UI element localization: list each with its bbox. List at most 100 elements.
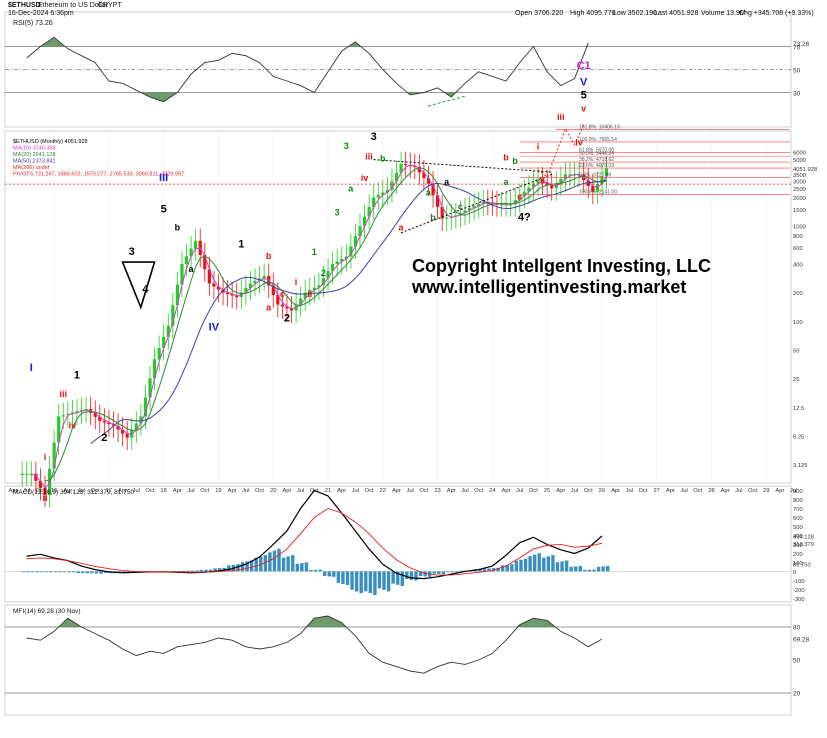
candle-body [285,306,289,309]
candle-body [317,285,321,288]
date-axis-label: Apr [392,488,401,494]
macd-histogram-bar [359,571,363,594]
macd-axis-label: 81.750 [793,563,811,569]
candle-body [372,197,376,208]
macd-histogram-bar [213,568,217,572]
mfi-line [26,615,603,674]
candle-body [586,180,590,186]
wave-label: a [504,177,510,187]
candle-body [563,174,568,180]
date-axis-label: Oct [474,488,483,494]
candle-body [522,191,526,196]
macd-histogram-bar [332,571,336,577]
macd-histogram-bar [67,571,71,573]
candle-body [79,410,84,412]
candle-body [125,433,129,438]
wave-label: 4? [518,211,531,223]
symbol-description: Ethereum to US Dollar [38,2,109,9]
macd-histogram-bar [519,559,523,572]
candle-body [404,164,408,166]
chart-date: 16-Dec-2024 6:36pm [8,10,74,17]
date-axis-label: Oct [36,488,45,494]
candle-body [591,185,595,192]
macd-histogram-bar [505,564,509,572]
macd-histogram-bar [85,571,90,574]
macd-histogram-bar [382,571,386,590]
candle-body [194,240,198,249]
date-axis-label: Jul [23,488,30,494]
macd-histogram-bar [432,571,436,574]
macd-axis-label: 600 [793,516,803,522]
price-axis-label: 800 [793,234,803,240]
price-axis-label: 200 [793,291,803,297]
date-axis-label: 22 [380,488,386,494]
wave-label: 3 [129,246,135,258]
wave-label: ii [42,493,47,503]
macd-histogram-bar [409,571,414,580]
wave-label: i [44,452,47,462]
price-axis-label: 100 [793,320,803,326]
macd-histogram-bar [400,571,404,586]
date-axis-label: Apr [721,488,730,494]
candle-body [84,408,88,411]
candle-body [75,411,79,413]
website-line: www.intelligentinvesting.market [412,277,687,297]
macd-histogram-bar [318,569,322,572]
macd-histogram-bar [268,552,272,572]
wave-label: ii [540,176,545,186]
candle-body [358,226,362,237]
wave-label: c [517,192,522,202]
candle-body [308,290,312,293]
mfi-title: MFI(14) 69.28 (30 Nov) [13,608,81,615]
macd-histogram-bar [195,570,199,572]
date-axis-label: 24 [489,488,496,494]
date-axis-label: Oct [638,488,647,494]
fib-level-label: 161.8%: 10406.13 [579,124,620,130]
candle-body [34,473,38,481]
macd-histogram-bar [373,571,377,596]
mfi-overbought-fill [26,616,602,627]
macd-histogram-bar [377,571,382,589]
macd-histogram-bar [405,571,409,580]
macd-histogram-bar [368,571,373,594]
macd-histogram-bar [528,556,532,572]
macd-histogram-bar [354,571,359,592]
candle-body [148,378,152,398]
price-axis-label: 6.25 [793,434,804,440]
wave-label: 3 [335,207,340,217]
date-axis-label: 18 [160,488,166,494]
date-axis-label: Jul [242,488,249,494]
candle-body [321,278,326,286]
candle-body [417,166,421,173]
candle-body [413,165,417,168]
macd-histogram-bar [596,566,601,572]
wave-label: I [30,362,33,374]
change-value: Chg +345.708 (+9.33%) [739,10,814,17]
date-axis-label: Jul [571,488,578,494]
wave-label: b [503,152,509,162]
macd-histogram-bar [249,560,254,572]
wave4-triangle [121,261,156,310]
candle-body [180,264,184,285]
date-axis-label: 17 [106,488,112,494]
open-value: Open 3706.220 [515,10,564,17]
price-axis-label: 1500 [793,208,806,214]
ma50-line [90,179,607,444]
date-axis-label: Oct [529,488,538,494]
macd-histogram-bar [423,571,427,577]
macd-histogram-bar [437,571,441,574]
macd-axis-label: 500 [793,525,803,531]
candle-body [600,176,604,184]
macd-histogram-bar [277,548,281,572]
candle-body [394,172,399,182]
price-axis-label: 600 [793,246,803,252]
candle-body [577,174,581,176]
date-axis-label: Oct [91,488,100,494]
macd-histogram-bar [300,563,304,572]
wave-label: v [581,104,586,114]
candle-body [235,295,239,298]
macd-histogram-bar [418,571,423,577]
fib-level-label: 61.8%: 5970.00 [579,147,614,153]
mfi-axis-label: 20 [793,691,801,698]
